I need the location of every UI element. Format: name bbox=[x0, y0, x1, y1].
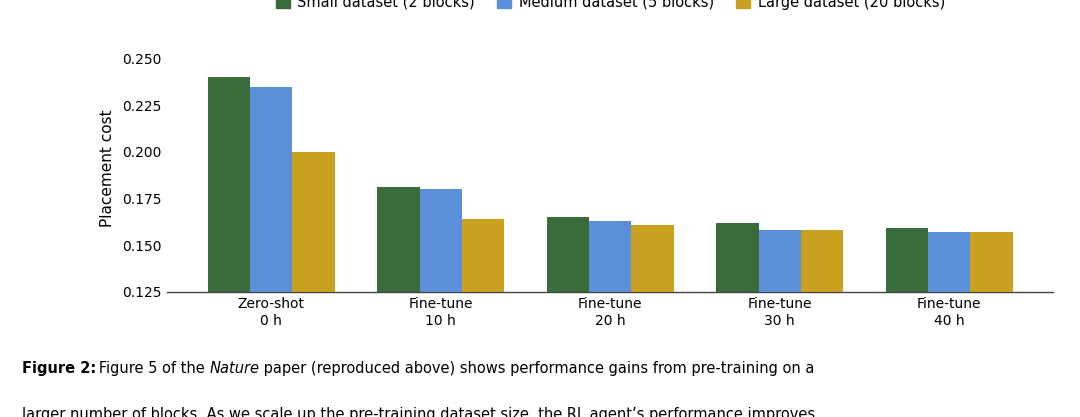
Bar bbox=[377, 187, 419, 417]
Bar bbox=[207, 78, 251, 417]
Y-axis label: Placement cost: Placement cost bbox=[100, 109, 116, 227]
Bar bbox=[886, 229, 928, 417]
Bar bbox=[419, 189, 462, 417]
Text: Figure 5 of the: Figure 5 of the bbox=[96, 361, 210, 376]
Bar bbox=[716, 223, 758, 417]
Bar bbox=[546, 217, 589, 417]
Legend: Small dataset (2 blocks), Medium dataset (5 blocks), Large dataset (20 blocks): Small dataset (2 blocks), Medium dataset… bbox=[270, 0, 950, 16]
Bar bbox=[801, 230, 843, 417]
Text: Figure 2:: Figure 2: bbox=[22, 361, 96, 376]
Bar bbox=[758, 230, 801, 417]
Text: paper (reproduced above) shows performance gains from pre-training on a: paper (reproduced above) shows performan… bbox=[259, 361, 814, 376]
Text: larger number of blocks. As we scale up the pre-training dataset size, the RL ag: larger number of blocks. As we scale up … bbox=[22, 407, 820, 417]
Bar bbox=[928, 232, 970, 417]
Bar bbox=[589, 221, 632, 417]
Text: Nature: Nature bbox=[210, 361, 259, 376]
Bar bbox=[632, 225, 674, 417]
Bar bbox=[293, 152, 335, 417]
Bar bbox=[462, 219, 504, 417]
Bar bbox=[251, 87, 293, 417]
Bar bbox=[970, 232, 1013, 417]
